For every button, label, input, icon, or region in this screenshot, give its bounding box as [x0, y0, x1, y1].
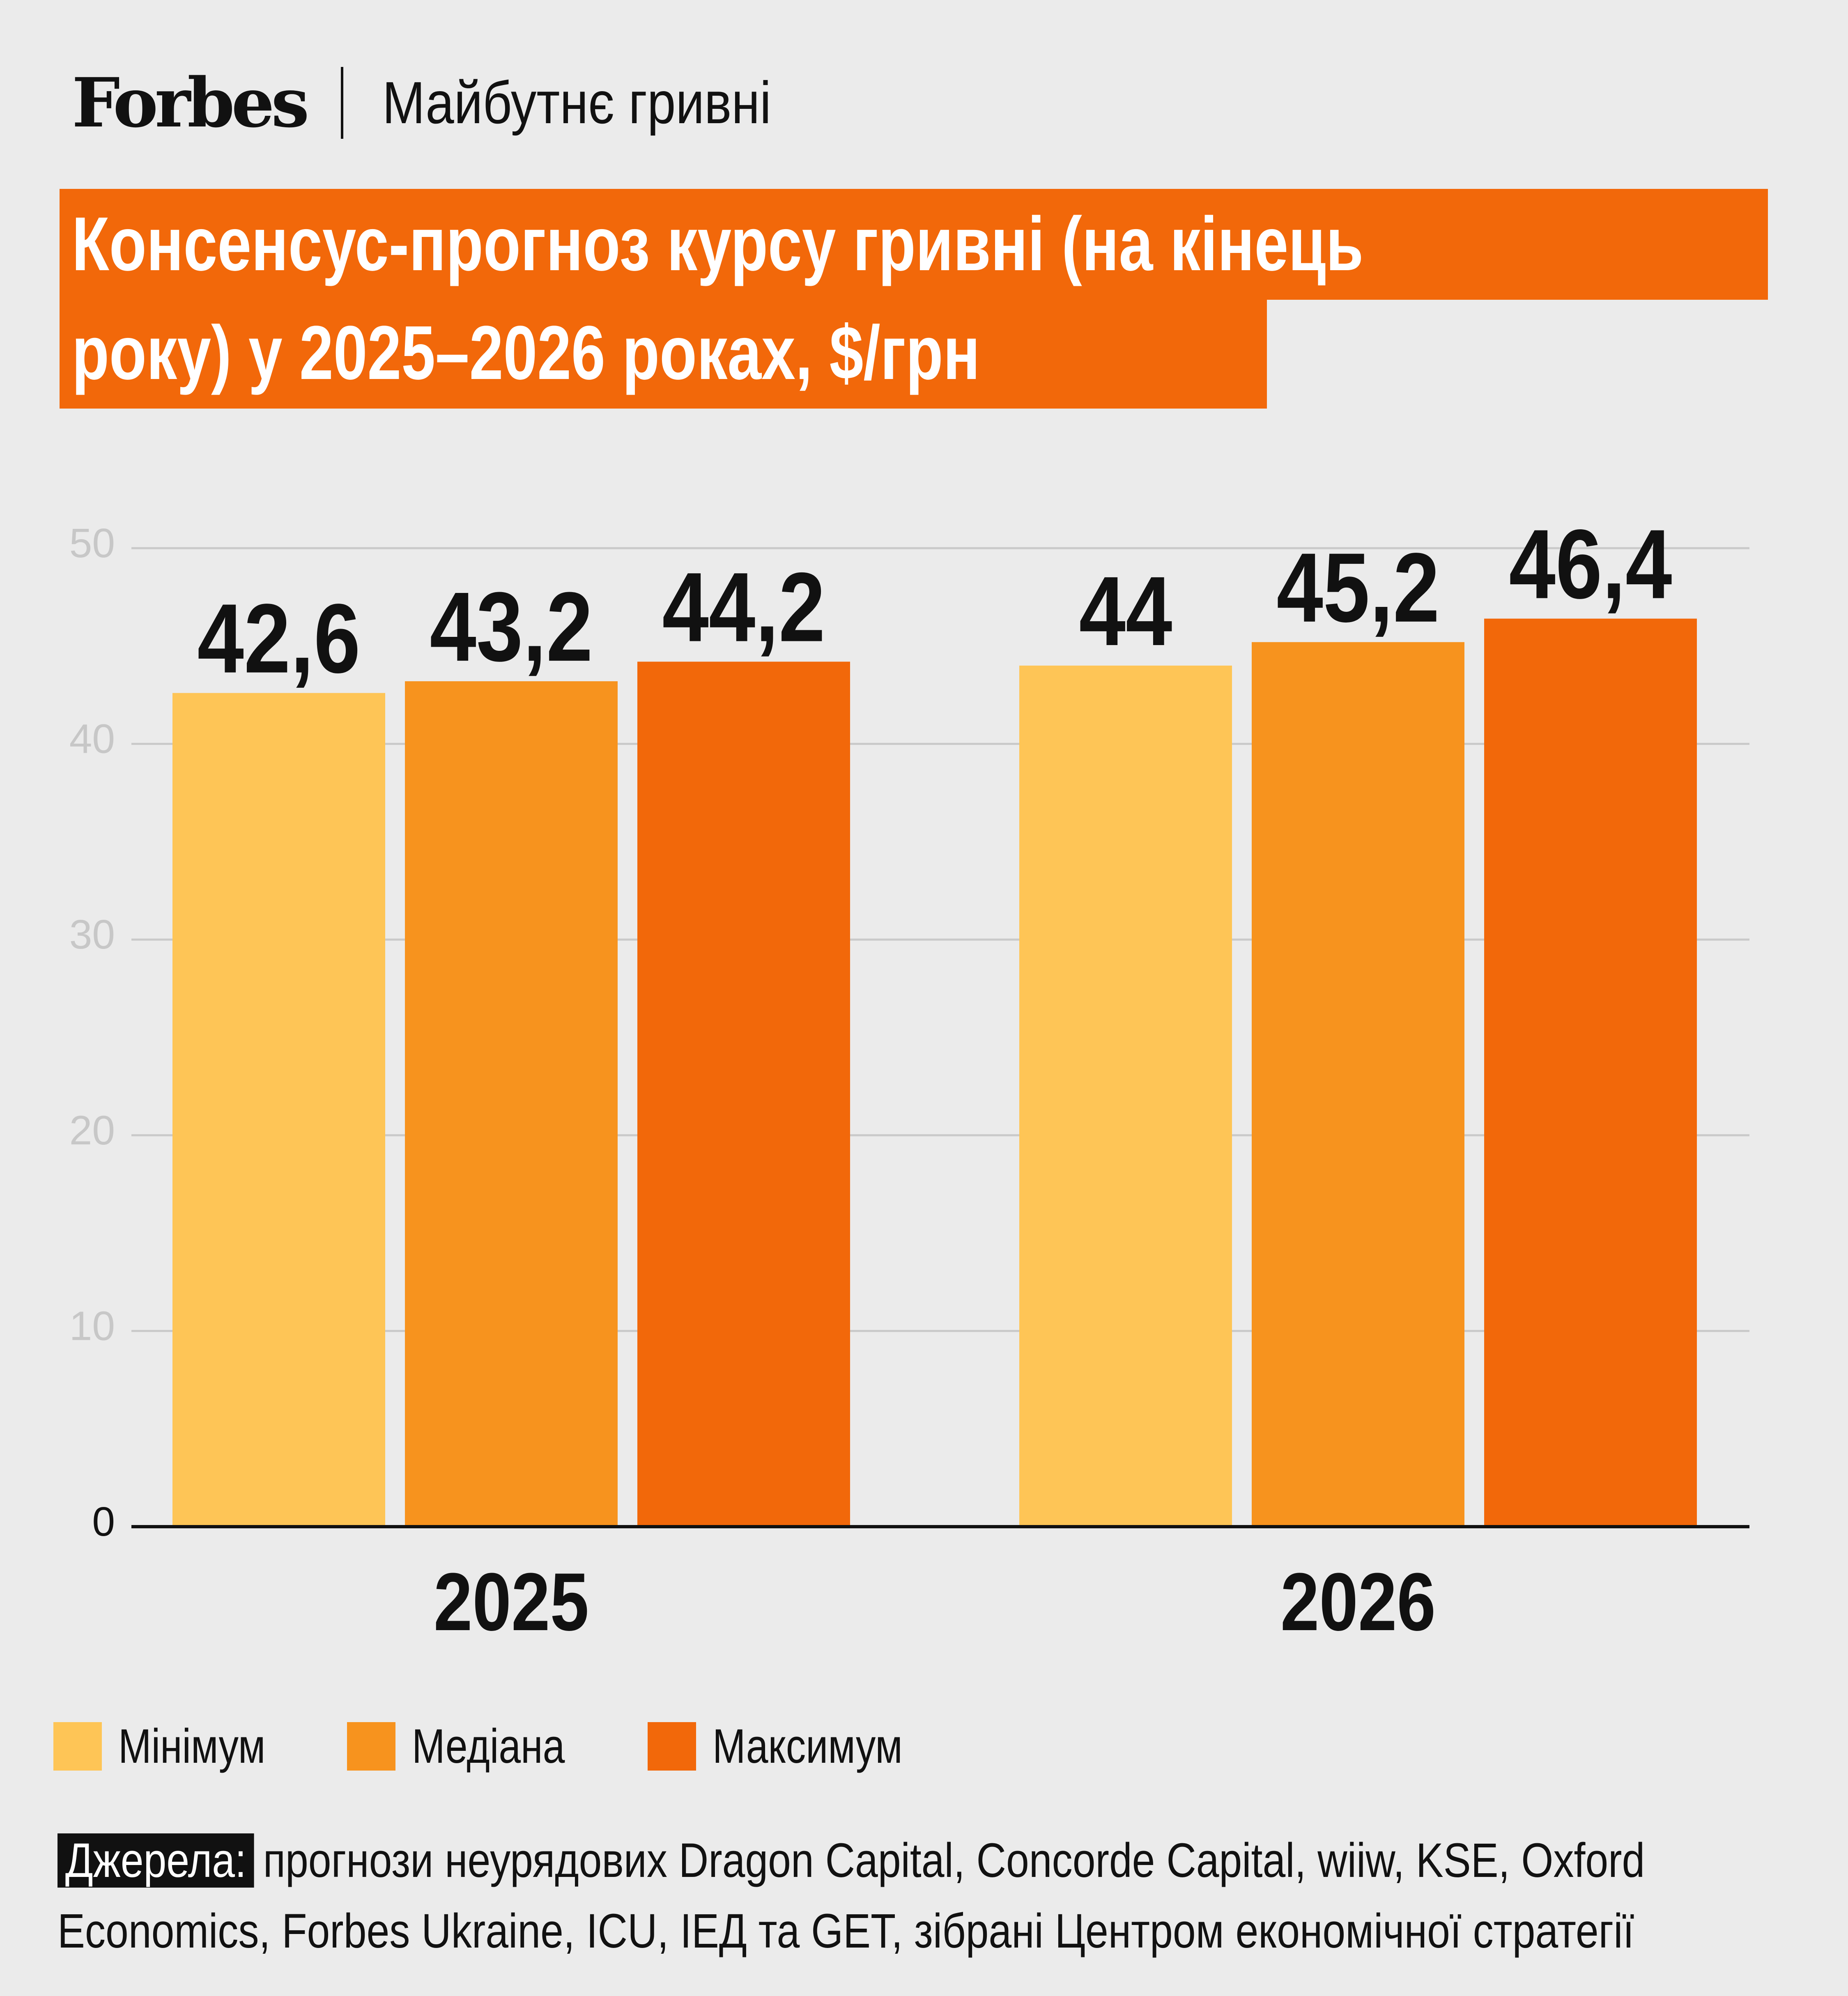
bar	[172, 693, 385, 1527]
legend-swatch-median	[347, 1722, 396, 1771]
bar	[1252, 642, 1464, 1527]
bar	[1019, 665, 1232, 1527]
header-divider	[341, 67, 344, 139]
legend-label-median: Медіана	[412, 1719, 565, 1773]
forbes-logo: Forbes	[72, 63, 309, 142]
bar-value-label: 46,4	[1509, 509, 1672, 619]
y-tick-label: 0	[92, 1499, 115, 1545]
y-tick-label: 50	[69, 520, 115, 566]
bar	[405, 681, 618, 1527]
legend-item-max: Максимум	[648, 1718, 944, 1774]
bar	[1484, 618, 1697, 1527]
y-tick-label: 30	[69, 912, 115, 958]
legend: Мінімум Медіана Максимум	[53, 1718, 994, 1774]
bar-value-label: 44,2	[662, 552, 825, 662]
source-label: Джерела:	[57, 1833, 254, 1888]
x-category-label: 2025	[434, 1556, 589, 1648]
legend-label-max: Максимум	[713, 1719, 903, 1773]
source-note: Джерела: прогнози неурядових Dragon Capit…	[57, 1825, 1782, 1966]
bar-chart: 0 10 20 30 40 50 42,6 43,2 44,2 2025 44 45,2 46,4 202…	[69, 509, 1749, 1648]
bar-value-label: 43,2	[430, 572, 593, 682]
chart-title-text-2: року) у 2025–2026 роках, $/грн	[72, 310, 980, 395]
bar-value-label: 45,2	[1276, 533, 1439, 643]
y-tick-label: 10	[69, 1303, 115, 1349]
chart-title-line-1: Консенсус-прогноз курсу гривні (на кінец…	[60, 189, 1768, 300]
chart-title-line-2: року) у 2025–2026 роках, $/грн	[60, 298, 1267, 409]
series-name: Майбутнє гривні	[382, 69, 772, 136]
brand-header: Forbes Майбутнє гривні	[72, 62, 834, 144]
legend-swatch-min	[53, 1722, 102, 1771]
legend-label-min: Мінімум	[118, 1719, 266, 1773]
bar-value-label: 42,6	[197, 583, 360, 694]
y-tick-label: 40	[69, 716, 115, 762]
x-category-label: 2026	[1280, 1556, 1436, 1648]
chart-title-text-1: Консенсус-прогноз курсу гривні (на кінец…	[72, 202, 1364, 287]
legend-item-min: Мінімум	[53, 1718, 298, 1774]
bar-value-label: 44	[1079, 556, 1172, 666]
bar	[637, 662, 850, 1527]
legend-item-median: Медіана	[347, 1718, 598, 1774]
y-tick-label: 20	[69, 1107, 115, 1153]
source-text: прогнози неурядових Dragon Capital, Conc…	[57, 1833, 1645, 1958]
legend-swatch-max	[648, 1722, 696, 1771]
